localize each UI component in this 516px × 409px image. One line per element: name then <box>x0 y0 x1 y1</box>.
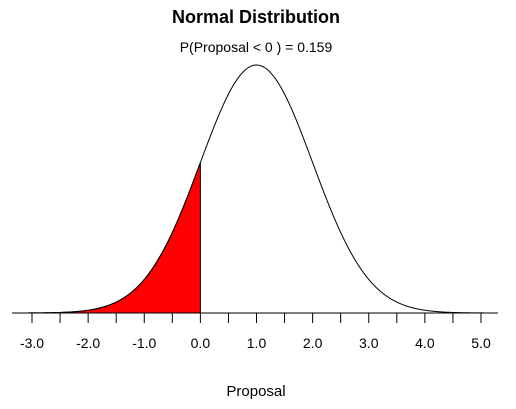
x-tick-label: 0.0 <box>191 335 211 351</box>
shaded-area <box>20 162 201 314</box>
x-tick-label: 3.0 <box>359 335 379 351</box>
chart-subtitle: P(Proposal < 0 ) = 0.159 <box>180 39 333 55</box>
x-axis-label: Proposal <box>226 383 285 400</box>
x-tick-label: 2.0 <box>303 335 323 351</box>
x-tick-label: 5.0 <box>471 335 491 351</box>
x-tick-label: -3.0 <box>20 335 44 351</box>
x-axis-tick-labels: -3.0 -2.0 -1.0 0.0 1.0 2.0 3.0 4.0 5.0 <box>20 335 491 351</box>
x-tick-label: -2.0 <box>76 335 100 351</box>
density-curve <box>20 64 498 314</box>
x-tick-label: 1.0 <box>247 335 267 351</box>
x-tick-label: -1.0 <box>132 335 156 351</box>
chart-title: Normal Distribution <box>172 7 340 27</box>
x-axis-ticks <box>31 313 482 323</box>
x-tick-label: 4.0 <box>415 335 435 351</box>
